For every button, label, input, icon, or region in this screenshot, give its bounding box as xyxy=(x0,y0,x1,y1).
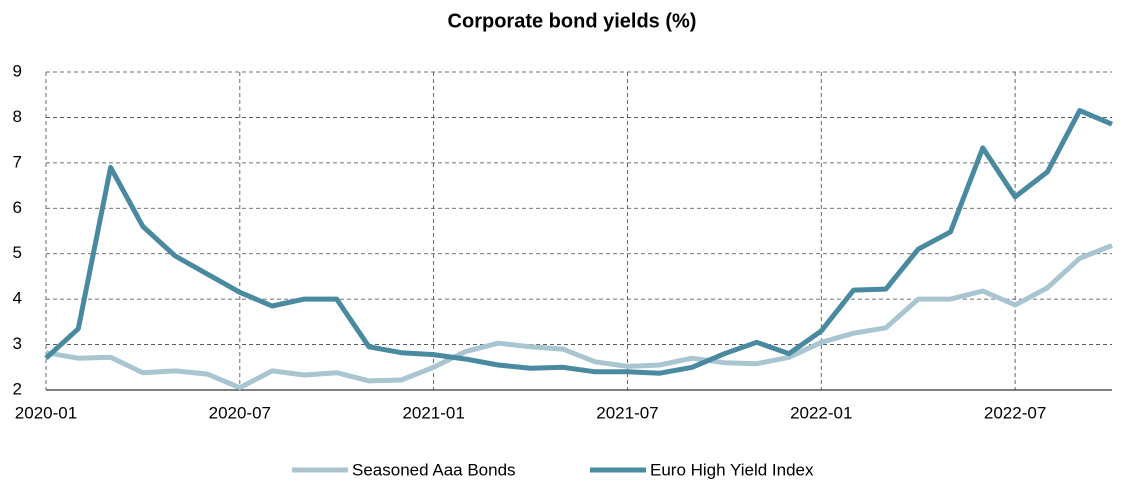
x-tick-label: 2022-01 xyxy=(790,403,852,422)
legend-label: Seasoned Aaa Bonds xyxy=(352,460,516,479)
legend-label: Euro High Yield Index xyxy=(650,460,814,479)
x-tick-label: 2021-01 xyxy=(402,403,464,422)
y-tick-label: 8 xyxy=(13,107,22,126)
y-tick-label: 7 xyxy=(13,152,22,171)
y-tick-label: 4 xyxy=(13,289,22,308)
x-tick-label: 2020-01 xyxy=(15,403,77,422)
y-tick-label: 6 xyxy=(13,198,22,217)
series-line xyxy=(45,243,1113,391)
x-tick-label: 2022-07 xyxy=(984,403,1046,422)
series-line xyxy=(44,108,1113,376)
y-tick-label: 3 xyxy=(13,334,22,353)
chart-title: Corporate bond yields (%) xyxy=(448,10,697,32)
x-tick-label: 2021-07 xyxy=(596,403,658,422)
y-tick-label: 5 xyxy=(13,243,22,262)
y-tick-label: 2 xyxy=(13,379,22,398)
x-tick-label: 2020-07 xyxy=(209,403,271,422)
y-tick-label: 9 xyxy=(13,61,22,80)
